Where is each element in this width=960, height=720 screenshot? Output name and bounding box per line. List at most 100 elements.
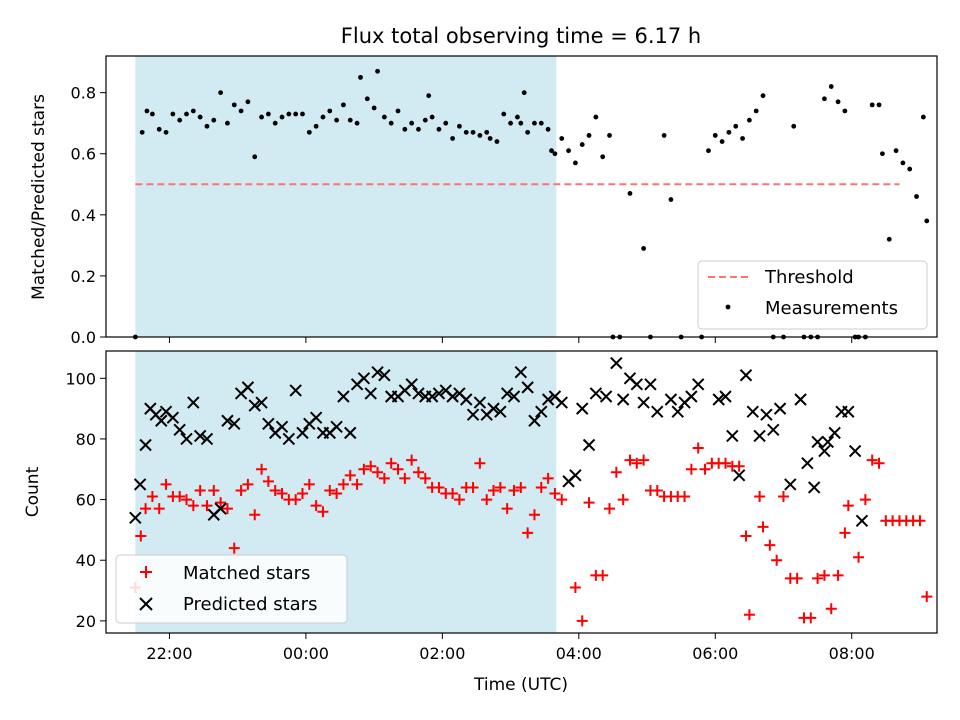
y-tick-label: 0.8: [71, 84, 96, 103]
data-point: [481, 494, 493, 506]
data-point: [354, 120, 360, 126]
data-point: [624, 454, 636, 466]
data-point: [525, 129, 531, 135]
data-point: [521, 90, 527, 96]
data-point: [685, 463, 697, 475]
data-point: [140, 503, 152, 515]
data-point: [545, 126, 551, 132]
data-point: [276, 488, 288, 500]
bottom-panel: 20 40 60 80 100 22:00 00:00 02:00 04:00 06:00 08:…: [23, 350, 938, 695]
data-point: [409, 120, 415, 126]
data-point: [555, 396, 568, 409]
data-point: [443, 120, 449, 126]
data-point: [170, 111, 176, 117]
data-point: [467, 481, 479, 493]
data-point: [572, 160, 578, 166]
data-point: [549, 148, 554, 154]
data-point: [921, 591, 933, 603]
y-tick-label: 40: [76, 551, 96, 570]
data-point: [412, 466, 424, 478]
data-point: [317, 506, 329, 518]
data-point: [139, 438, 152, 452]
x-tick-label: 08:00: [829, 644, 875, 663]
data-point: [753, 429, 766, 443]
data-point: [842, 405, 855, 418]
data-point: [712, 133, 718, 138]
data-point: [859, 494, 871, 506]
data-point: [388, 120, 394, 126]
data-point: [807, 481, 821, 494]
data-point: [740, 136, 745, 141]
data-point: [719, 139, 725, 144]
data-point: [474, 457, 486, 469]
data-point: [221, 414, 234, 427]
data-point: [200, 432, 214, 446]
x-tick-label: 06:00: [692, 644, 738, 663]
data-point: [327, 108, 333, 114]
data-point: [296, 426, 309, 440]
data-point: [518, 120, 524, 126]
data-point: [521, 381, 534, 394]
data-point: [842, 108, 848, 114]
data-point: [290, 494, 302, 506]
data-point: [133, 478, 147, 491]
data-point: [208, 484, 220, 496]
data-point: [149, 111, 155, 117]
data-point: [586, 133, 592, 138]
data-point: [473, 396, 487, 409]
data-point: [784, 478, 797, 491]
data-point: [184, 111, 189, 117]
data-point: [225, 120, 230, 126]
y-tick-label: 0.0: [71, 328, 96, 347]
data-point: [842, 500, 854, 512]
data-point: [494, 139, 500, 144]
data-point: [392, 463, 404, 475]
data-point: [300, 111, 305, 117]
data-point: [914, 515, 926, 527]
data-point: [661, 133, 667, 138]
data-point: [228, 417, 241, 430]
data-point: [365, 460, 377, 472]
data-point: [406, 454, 418, 466]
data-point: [385, 457, 397, 469]
data-point: [801, 456, 814, 470]
data-point: [231, 102, 237, 108]
data-point: [426, 93, 432, 99]
data-point: [487, 402, 500, 415]
data-point: [371, 105, 377, 111]
data-point: [832, 569, 844, 581]
data-point: [835, 99, 841, 105]
data-point: [641, 246, 647, 251]
data-point: [582, 438, 596, 452]
data-point: [569, 469, 582, 482]
data-point: [463, 129, 469, 135]
data-point: [627, 191, 633, 196]
data-point: [542, 472, 554, 484]
data-point: [242, 478, 254, 490]
data-point: [869, 102, 875, 108]
data-point: [334, 117, 340, 123]
data-point: [508, 120, 513, 126]
data-point: [395, 108, 401, 114]
x-axis-title: Time (UTC): [473, 675, 568, 695]
data-point: [358, 463, 370, 475]
data-point: [541, 393, 555, 406]
data-point: [719, 390, 732, 403]
data-point: [691, 378, 705, 391]
data-point: [791, 123, 797, 129]
data-point: [805, 612, 817, 624]
data-point: [825, 603, 837, 615]
data-point: [293, 111, 299, 117]
data-point: [282, 432, 296, 446]
data-point: [818, 569, 830, 581]
data-point: [914, 194, 919, 199]
bottom-y-axis-title: Count: [23, 466, 43, 517]
data-point: [811, 435, 824, 449]
data-point: [160, 478, 172, 490]
data-point: [245, 99, 251, 105]
bottom-legend: Matched stars Predicted stars: [115, 554, 348, 624]
data-point: [617, 494, 629, 506]
data-point: [187, 500, 199, 512]
data-point: [337, 478, 349, 490]
data-point: [187, 396, 200, 409]
